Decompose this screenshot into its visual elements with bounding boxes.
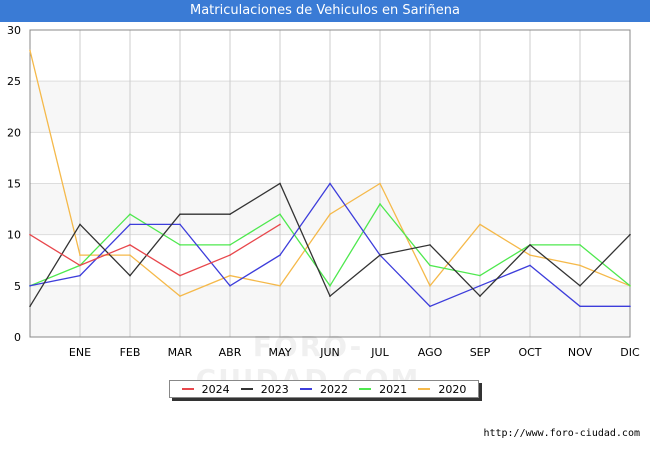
data-point-2020 [479,223,481,226]
data-point-2023 [629,233,631,236]
legend-swatch [359,388,372,390]
legend-label: 2022 [319,382,348,396]
y-tick-label: 25 [7,75,21,88]
data-point-2021 [379,203,381,205]
legend: 2024 2023 2022 2021 2020 [169,380,479,398]
y-tick-label: 20 [7,126,21,139]
data-point-2020 [329,213,331,215]
data-point-2021 [329,285,331,287]
legend-item-2021: 2021 [359,383,407,396]
data-point-2023 [579,285,581,287]
x-tick-label: FEB [120,346,141,359]
data-point-2021 [479,274,481,277]
data-point-2020 [579,264,581,267]
legend-label: 2021 [379,382,408,396]
legend-label: 2020 [438,382,467,396]
data-point-2020 [229,274,231,277]
y-tick-label: 0 [14,331,21,344]
data-point-2024 [29,233,31,236]
data-point-2023 [79,223,81,226]
data-point-2020 [379,182,381,185]
legend-swatch [181,388,194,390]
data-point-2020 [79,254,81,256]
legend-item-2022: 2022 [299,382,348,396]
x-tick-label: MAY [269,346,292,359]
y-tick-label: 15 [7,178,21,191]
data-point-2021 [279,213,281,215]
x-tick-label: DIC [620,346,640,359]
data-point-2022 [29,285,31,287]
data-point-2024 [129,244,131,246]
x-tick-label: ABR [219,346,242,359]
data-point-2022 [629,305,631,308]
data-point-2021 [129,213,131,215]
x-tick-label: MAR [168,346,193,359]
legend-item-2020: 2020 [418,383,466,396]
legend-label: 2023 [260,382,289,396]
x-tick-label: ENE [69,346,91,359]
data-point-2020 [279,285,281,287]
data-point-2023 [29,305,31,308]
data-point-2023 [379,254,381,256]
data-point-2023 [129,274,131,277]
data-point-2023 [279,182,281,185]
data-point-2023 [229,213,231,215]
data-point-2020 [529,254,531,256]
data-point-2021 [229,244,231,246]
data-point-2023 [429,244,431,246]
data-point-2022 [479,285,481,287]
source-url: http://www.foro-ciudad.com [483,428,640,439]
data-point-2022 [529,264,531,267]
data-point-2024 [229,254,231,256]
series-line-2024 [29,223,281,277]
chart-title: Matriculaciones de Vehiculos en Sariñena [189,3,461,18]
legend-item-2023: 2023 [240,382,289,396]
data-point-2022 [579,305,581,308]
data-point-2022 [279,254,281,256]
data-point-2020 [129,254,131,256]
data-point-2021 [429,264,431,267]
x-tick-label: NOV [568,346,593,359]
plot-border [29,29,631,338]
data-point-2021 [179,244,181,246]
y-tick-label: 10 [7,229,21,242]
y-tick-label: 30 [7,24,21,37]
data-point-2022 [129,223,131,226]
data-point-2023 [329,295,331,297]
legend-swatch [418,388,431,390]
data-point-2021 [629,285,631,287]
x-tick-label: AGO [418,346,443,359]
legend-swatch [299,388,312,390]
data-point-2022 [179,223,181,226]
x-tick-label: JUN [319,346,340,359]
legend-item-2024: 2024 [181,382,230,396]
data-point-2024 [279,223,281,226]
data-point-2020 [429,285,431,287]
data-point-2024 [79,264,81,267]
legend-swatch [240,388,253,390]
data-point-2022 [229,285,231,287]
x-tick-label: OCT [518,346,541,359]
data-point-2024 [179,274,181,277]
data-point-2023 [479,295,481,297]
x-tick-label: JUL [370,346,389,359]
y-tick-label: 5 [14,280,21,293]
title-bar [0,0,650,22]
data-point-2023 [179,213,181,215]
data-point-2021 [579,244,581,246]
x-tick-label: SEP [470,346,491,359]
data-point-2023 [529,244,531,246]
legend-label: 2024 [201,382,230,396]
data-point-2020 [179,295,181,297]
data-point-2020 [29,49,31,52]
data-point-2022 [329,182,331,185]
data-point-2022 [79,274,81,277]
data-point-2022 [429,305,431,308]
